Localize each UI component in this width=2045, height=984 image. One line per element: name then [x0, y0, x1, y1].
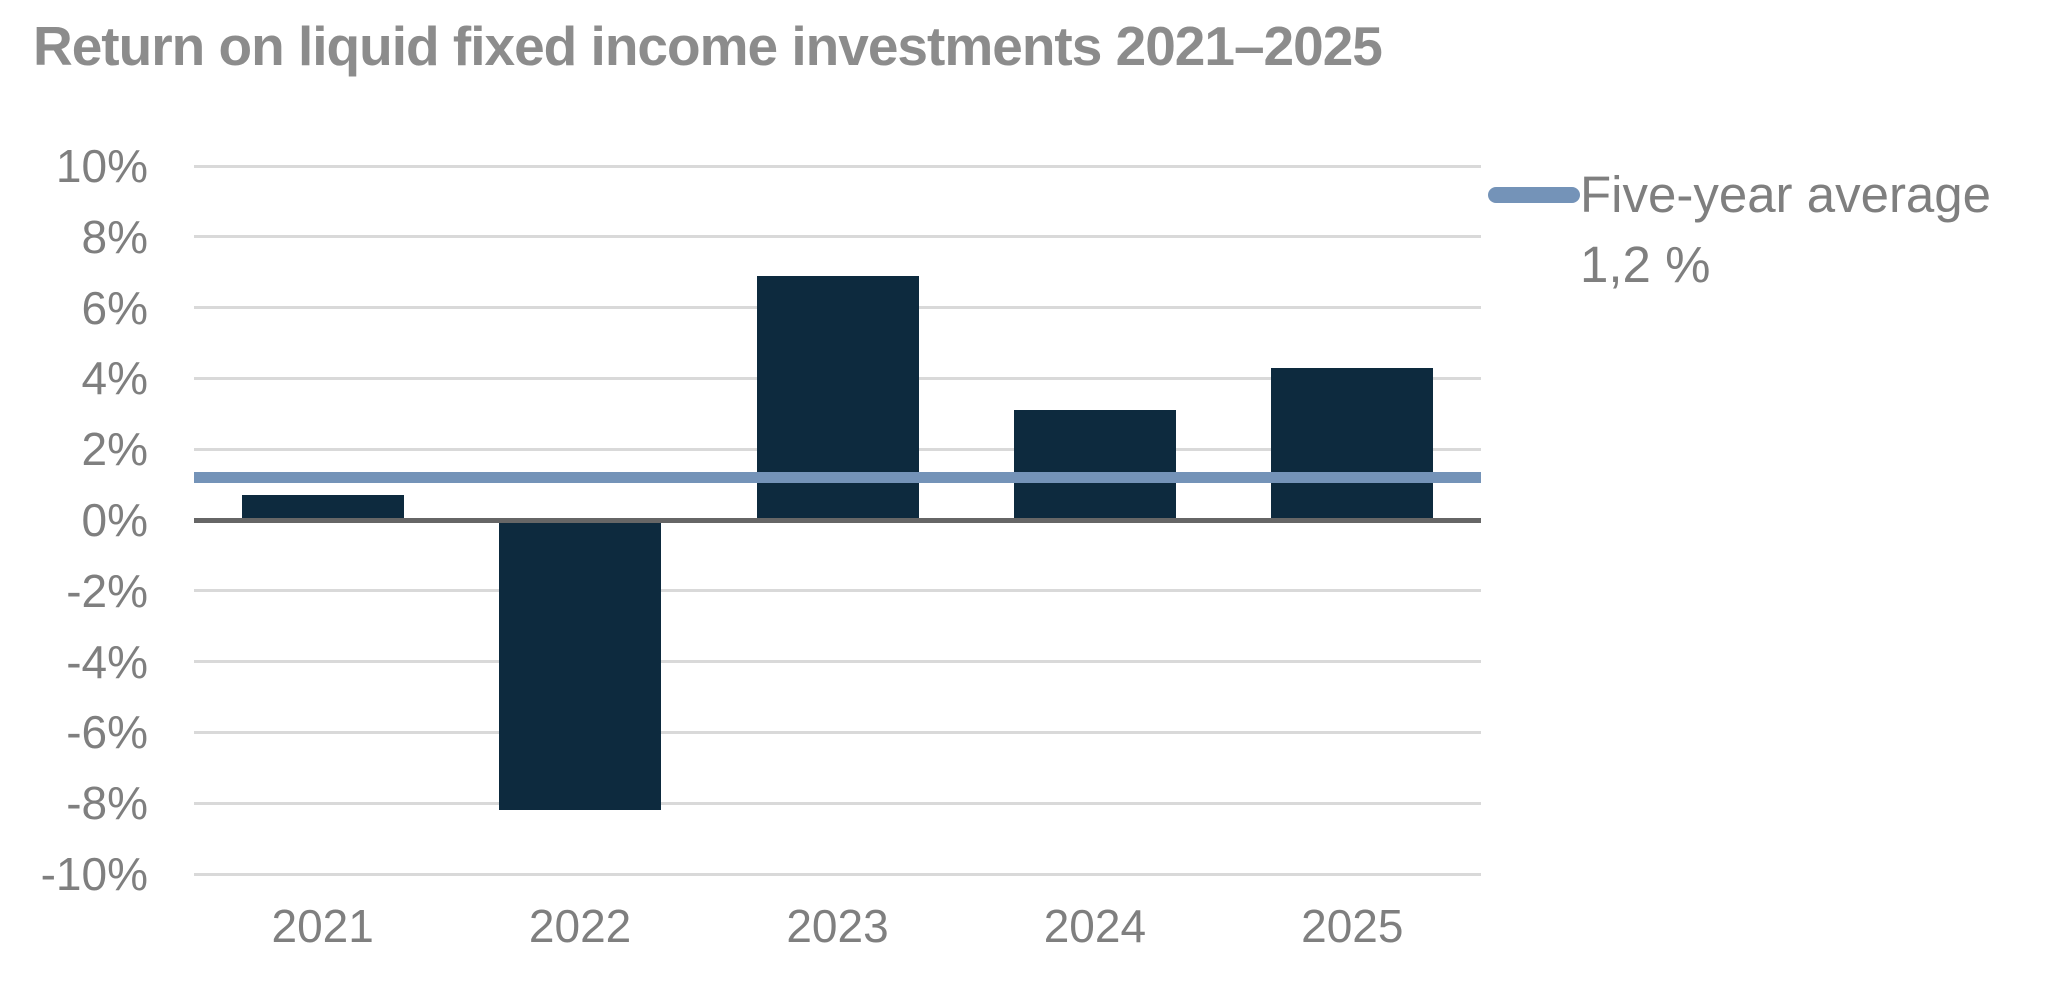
gridline [194, 660, 1481, 664]
gridline [194, 235, 1481, 239]
gridline [194, 801, 1481, 805]
x-tick-label: 2023 [786, 900, 889, 952]
chart-title: Return on liquid fixed income investment… [33, 15, 1383, 77]
legend-value: 1,2 % [1580, 236, 1711, 293]
y-tick-label: -4% [66, 635, 148, 688]
x-tick-label: 2022 [528, 900, 632, 952]
y-tick-label: -2% [66, 564, 148, 617]
average-line-swatch [1488, 187, 1580, 203]
y-tick-label: -10% [40, 848, 148, 900]
y-tick-label: 4% [81, 352, 148, 405]
legend-text: Five-year average 1,2 % [1580, 160, 1991, 300]
x-tick-label: 2025 [1301, 900, 1404, 952]
gridline [194, 589, 1481, 593]
y-tick-label: 2% [81, 423, 148, 476]
bar-2023 [756, 275, 919, 520]
legend: Five-year average 1,2 % [1488, 160, 1991, 300]
plot-area [194, 164, 1481, 876]
average-line [194, 472, 1481, 484]
gridline [194, 164, 1481, 168]
gridline [194, 730, 1481, 734]
y-tick-label: 0% [81, 494, 148, 546]
y-tick-label: 6% [81, 281, 148, 334]
x-tick-label: 2021 [271, 900, 374, 952]
y-tick-label: -8% [66, 777, 148, 830]
zero-axis-line [194, 517, 1481, 523]
y-tick-label: -6% [66, 706, 148, 759]
y-tick-label: 8% [81, 210, 148, 263]
y-tick-label: 10% [55, 140, 148, 192]
legend-label: Five-year average [1580, 166, 1992, 223]
x-tick-label: 2024 [1043, 900, 1147, 952]
bar-2025 [1271, 367, 1434, 520]
bar-2022 [499, 520, 662, 811]
bar-2024 [1013, 410, 1176, 520]
gridline [194, 872, 1481, 876]
bar-2021 [241, 495, 404, 520]
